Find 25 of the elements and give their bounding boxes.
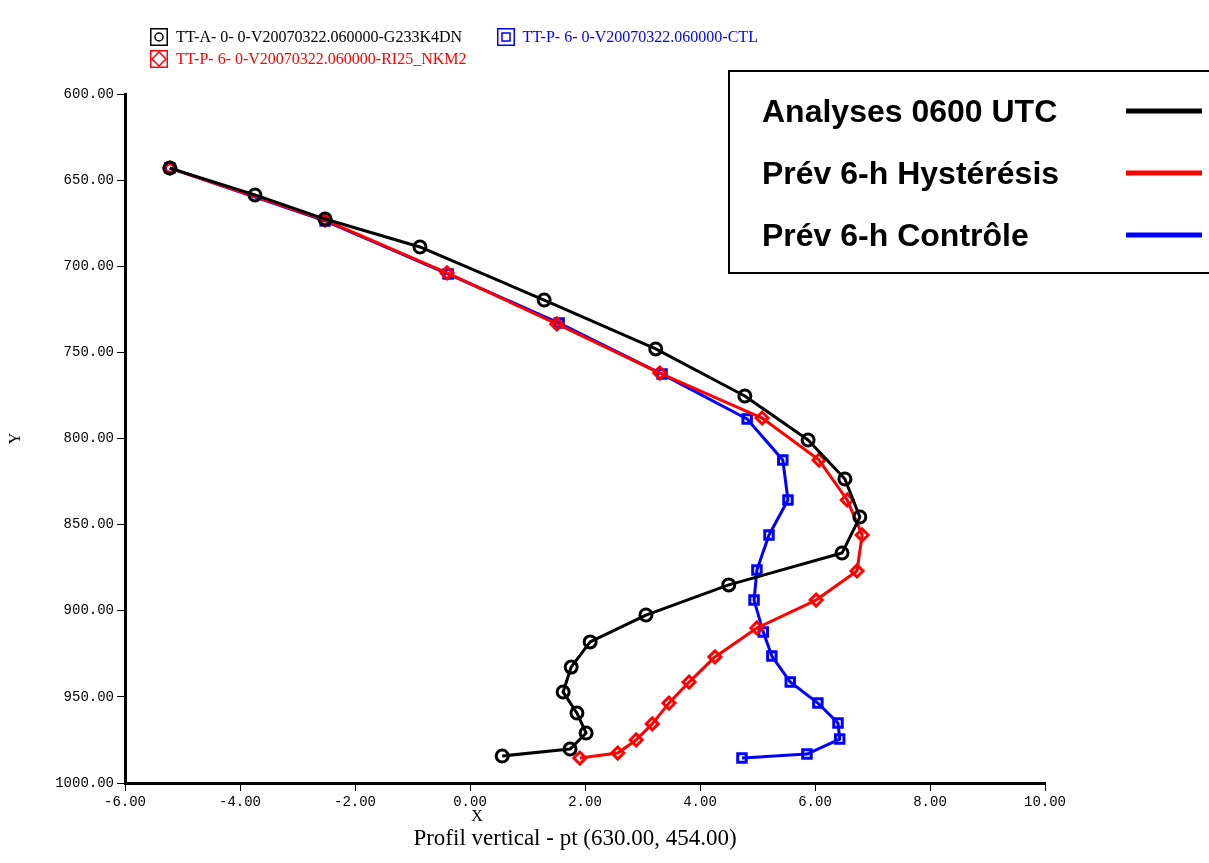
- legend-label: TT-P- 6- 0-V20070322.060000-RI25_NKM2: [176, 50, 467, 68]
- y-axis-title: Y: [6, 432, 23, 445]
- y-tick-label: 950.00: [63, 688, 114, 705]
- legend-label: TT-P- 6- 0-V20070322.060000-CTL: [522, 28, 758, 46]
- annotation: Prév 6-h Hystérésis: [762, 154, 1061, 192]
- y-tick-label: 800.00: [63, 430, 114, 447]
- x-tick-label: 2.00: [568, 794, 602, 811]
- x-tick-label: 8.00: [913, 794, 947, 811]
- x-tick-label: -2.00: [333, 794, 377, 811]
- y-tick-label: 900.00: [63, 602, 114, 619]
- x-tick-label: -6.00: [103, 794, 147, 811]
- x-tick-label: 6.00: [798, 794, 832, 811]
- x-tick-label: -4.00: [218, 794, 262, 811]
- x-tick-label: 4.00: [683, 794, 717, 811]
- y-tick-label: 850.00: [63, 516, 114, 533]
- text: Profil vertical - pt (630.00, 454.00): [413, 825, 737, 850]
- legend-label: TT-A- 0- 0-V20070322.060000-G233K4DN: [176, 28, 463, 46]
- annotation: Prév 6-h Contrôle: [762, 216, 1030, 254]
- y-tick-label: 750.00: [63, 344, 114, 361]
- y-tick-label: 1000.00: [55, 774, 114, 791]
- y-tick-label: 700.00: [63, 257, 114, 274]
- y-tick-label: 650.00: [63, 171, 114, 188]
- annotation: Analyses 0600 UTC: [762, 92, 1059, 130]
- y-tick-label: 600.00: [63, 85, 114, 102]
- x-tick-label: 10.00: [1023, 794, 1067, 811]
